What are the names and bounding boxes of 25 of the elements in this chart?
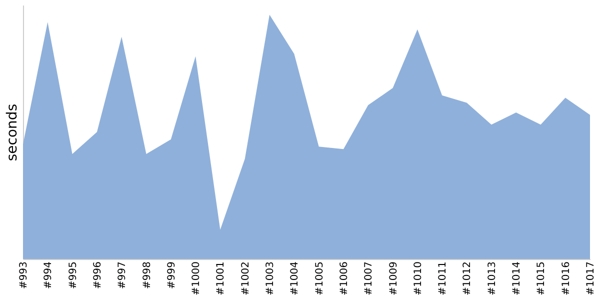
x-tick-label: #1005 xyxy=(314,262,326,296)
x-tick-label: #997 xyxy=(117,262,128,289)
x-tick-label: #1001 xyxy=(216,262,227,296)
x-tick-label: #1017 xyxy=(586,262,596,296)
x-tick-label: #1006 xyxy=(338,262,350,296)
x-tick-label: #995 xyxy=(68,262,79,289)
x-tick-label: #1010 xyxy=(412,262,424,296)
x-tick-label: #994 xyxy=(43,262,54,289)
x-tick-label: #1002 xyxy=(240,262,252,296)
x-tick-label: #1014 xyxy=(512,262,523,296)
x-tick-label: #1007 xyxy=(364,262,375,296)
x-tick-label: #1016 xyxy=(560,262,572,296)
x-tick-label: #1013 xyxy=(486,262,498,296)
y-axis-title: seconds xyxy=(4,104,20,162)
x-tick-label: #1004 xyxy=(290,262,301,296)
x-tick-label: #1011 xyxy=(438,262,449,296)
x-tick-label: #1012 xyxy=(462,262,474,296)
x-tick-label: #1015 xyxy=(536,262,548,296)
x-tick-label: #1003 xyxy=(265,262,276,296)
x-tick-label: #996 xyxy=(92,262,104,289)
x-tick-label: #998 xyxy=(142,262,153,289)
x-tick-label: #1000 xyxy=(191,262,202,296)
x-tick-label: #993 xyxy=(18,262,30,289)
x-tick-label: #1009 xyxy=(388,262,400,296)
x-tick-label: #999 xyxy=(166,262,178,289)
